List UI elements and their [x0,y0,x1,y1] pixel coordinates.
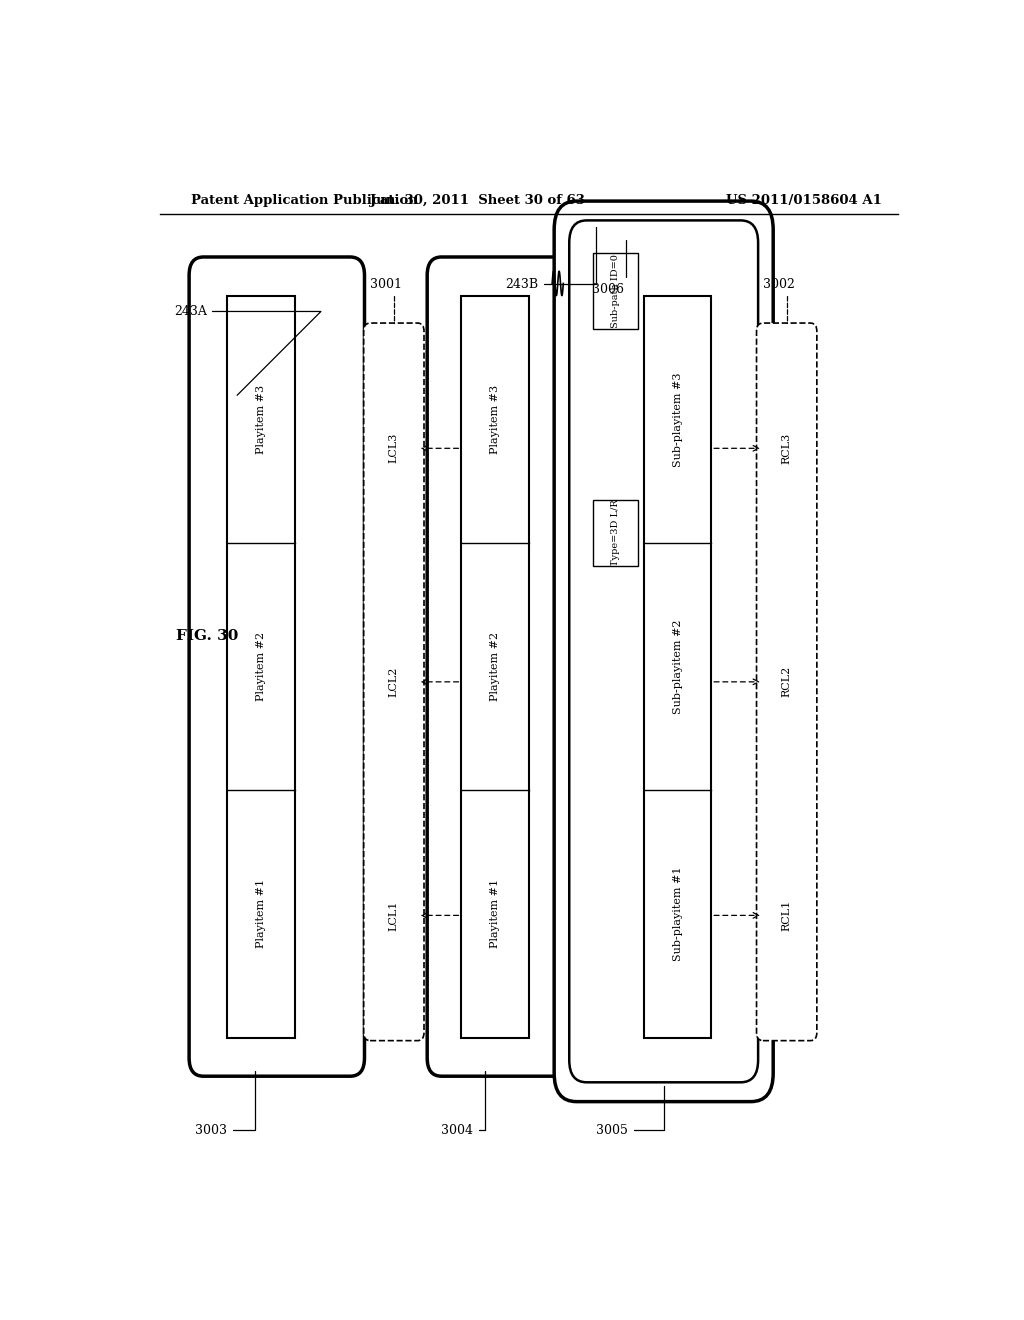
Text: LCL3: LCL3 [389,433,399,463]
Text: Sub-path ID=0: Sub-path ID=0 [611,255,621,327]
Text: 3003: 3003 [196,1071,255,1137]
Text: FIG. 30: FIG. 30 [176,630,238,643]
Text: RCL2: RCL2 [781,667,792,697]
Text: Sub-playitem #3: Sub-playitem #3 [673,372,683,466]
Text: RCL1: RCL1 [781,900,792,931]
Text: 3002: 3002 [763,277,795,323]
Text: Type=3D L/R: Type=3D L/R [611,499,621,566]
Text: 3004: 3004 [441,1071,484,1137]
Text: 243A: 243A [174,305,321,395]
FancyBboxPatch shape [364,323,424,1040]
Bar [644,296,712,1038]
Text: US 2011/0158604 A1: US 2011/0158604 A1 [726,194,882,207]
Text: Patent Application Publication: Patent Application Publication [191,194,418,207]
Text: Playitem #1: Playitem #1 [256,879,266,949]
FancyBboxPatch shape [757,323,817,1040]
FancyBboxPatch shape [554,201,773,1102]
Text: LCL1: LCL1 [389,900,399,931]
Text: Sub-playitem #2: Sub-playitem #2 [673,619,683,714]
FancyBboxPatch shape [569,220,758,1082]
Text: Playitem #3: Playitem #3 [490,384,500,454]
Text: Playitem #2: Playitem #2 [256,632,266,701]
Text: RCL3: RCL3 [781,433,792,463]
Text: 243B: 243B [505,227,596,290]
Bar [461,296,528,1038]
Text: 3006: 3006 [592,240,627,296]
Text: Playitem #2: Playitem #2 [490,632,500,701]
Bar [227,296,295,1038]
Text: 3001: 3001 [370,277,402,323]
Text: 3005: 3005 [596,1086,664,1137]
Text: Playitem #3: Playitem #3 [256,384,266,454]
Text: LCL2: LCL2 [389,667,399,697]
Text: Playitem #1: Playitem #1 [490,879,500,949]
FancyBboxPatch shape [427,257,579,1076]
Text: Jun. 30, 2011  Sheet 30 of 63: Jun. 30, 2011 Sheet 30 of 63 [370,194,585,207]
FancyBboxPatch shape [189,257,365,1076]
Bar [593,500,638,566]
Bar [593,253,638,329]
Text: Sub-playitem #1: Sub-playitem #1 [673,867,683,961]
